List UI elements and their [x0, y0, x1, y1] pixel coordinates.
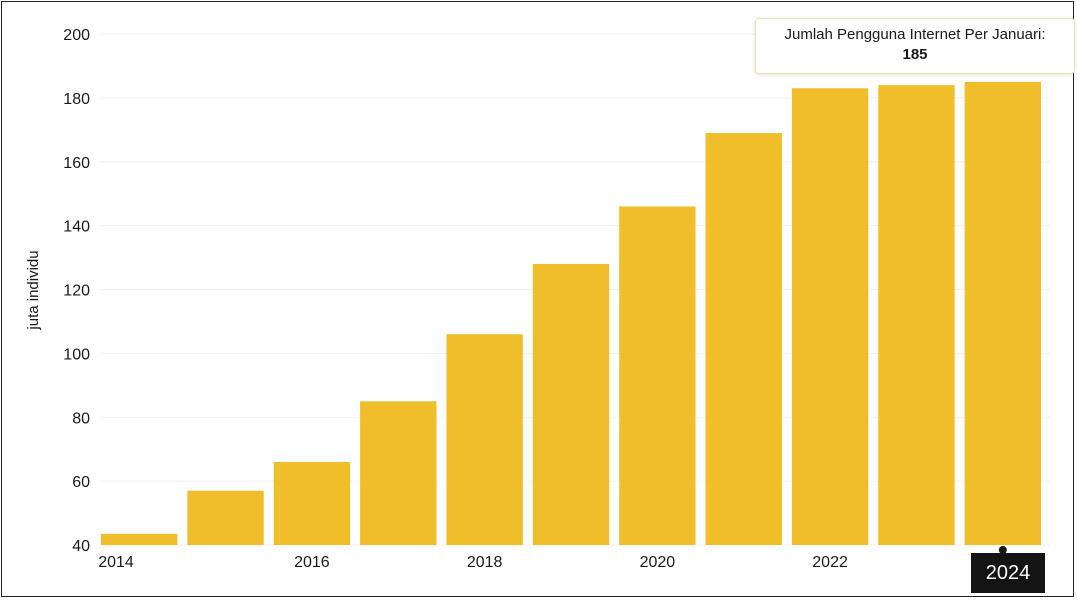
x-tick-label: 2018: [467, 554, 503, 571]
x-tick-label: 2014: [98, 554, 134, 571]
x-tick-label: 2020: [640, 554, 676, 571]
y-tick-label: 60: [72, 474, 90, 491]
y-tick-label: 140: [63, 219, 90, 236]
y-tick-label: 80: [72, 410, 90, 427]
highlight-marker: [998, 546, 1007, 554]
bar-2020[interactable]: [619, 206, 696, 545]
y-tick-label: 160: [63, 155, 90, 172]
tooltip-value: 185: [902, 46, 928, 63]
x-tick-label: 2022: [812, 554, 848, 571]
bars: [101, 81, 1041, 554]
tooltip: Jumlah Pengguna Internet Per Januari: 18…: [755, 18, 1075, 74]
bar-2015[interactable]: [187, 490, 264, 545]
y-axis-tick-labels: 40 60 80 100 120 140 160 180 200: [63, 27, 90, 555]
bar-2023[interactable]: [878, 85, 955, 545]
bar-2014[interactable]: [101, 533, 178, 545]
tooltip-label: Jumlah Pengguna Internet Per Januari:: [784, 26, 1046, 43]
y-tick-label: 120: [63, 283, 90, 300]
y-tick-label: 100: [63, 346, 90, 363]
x-tick-label: 2016: [294, 554, 330, 571]
bar-2018[interactable]: [446, 334, 523, 545]
bar-2022[interactable]: [791, 88, 869, 545]
bar-2017[interactable]: [360, 401, 437, 545]
y-tick-label: 200: [63, 27, 90, 44]
y-axis-label: juta individu: [25, 250, 42, 330]
y-tick-label: 180: [63, 91, 90, 108]
y-tick-label: 40: [72, 538, 90, 555]
bar-2024[interactable]: [964, 81, 1041, 545]
bar-2019[interactable]: [532, 263, 610, 545]
x-axis-tick-labels: 2014 2016 2018 2020 2022: [98, 554, 848, 571]
bar-2021[interactable]: [705, 133, 782, 545]
highlighted-year-badge: 2024: [971, 553, 1045, 593]
bar-2016[interactable]: [273, 461, 351, 545]
